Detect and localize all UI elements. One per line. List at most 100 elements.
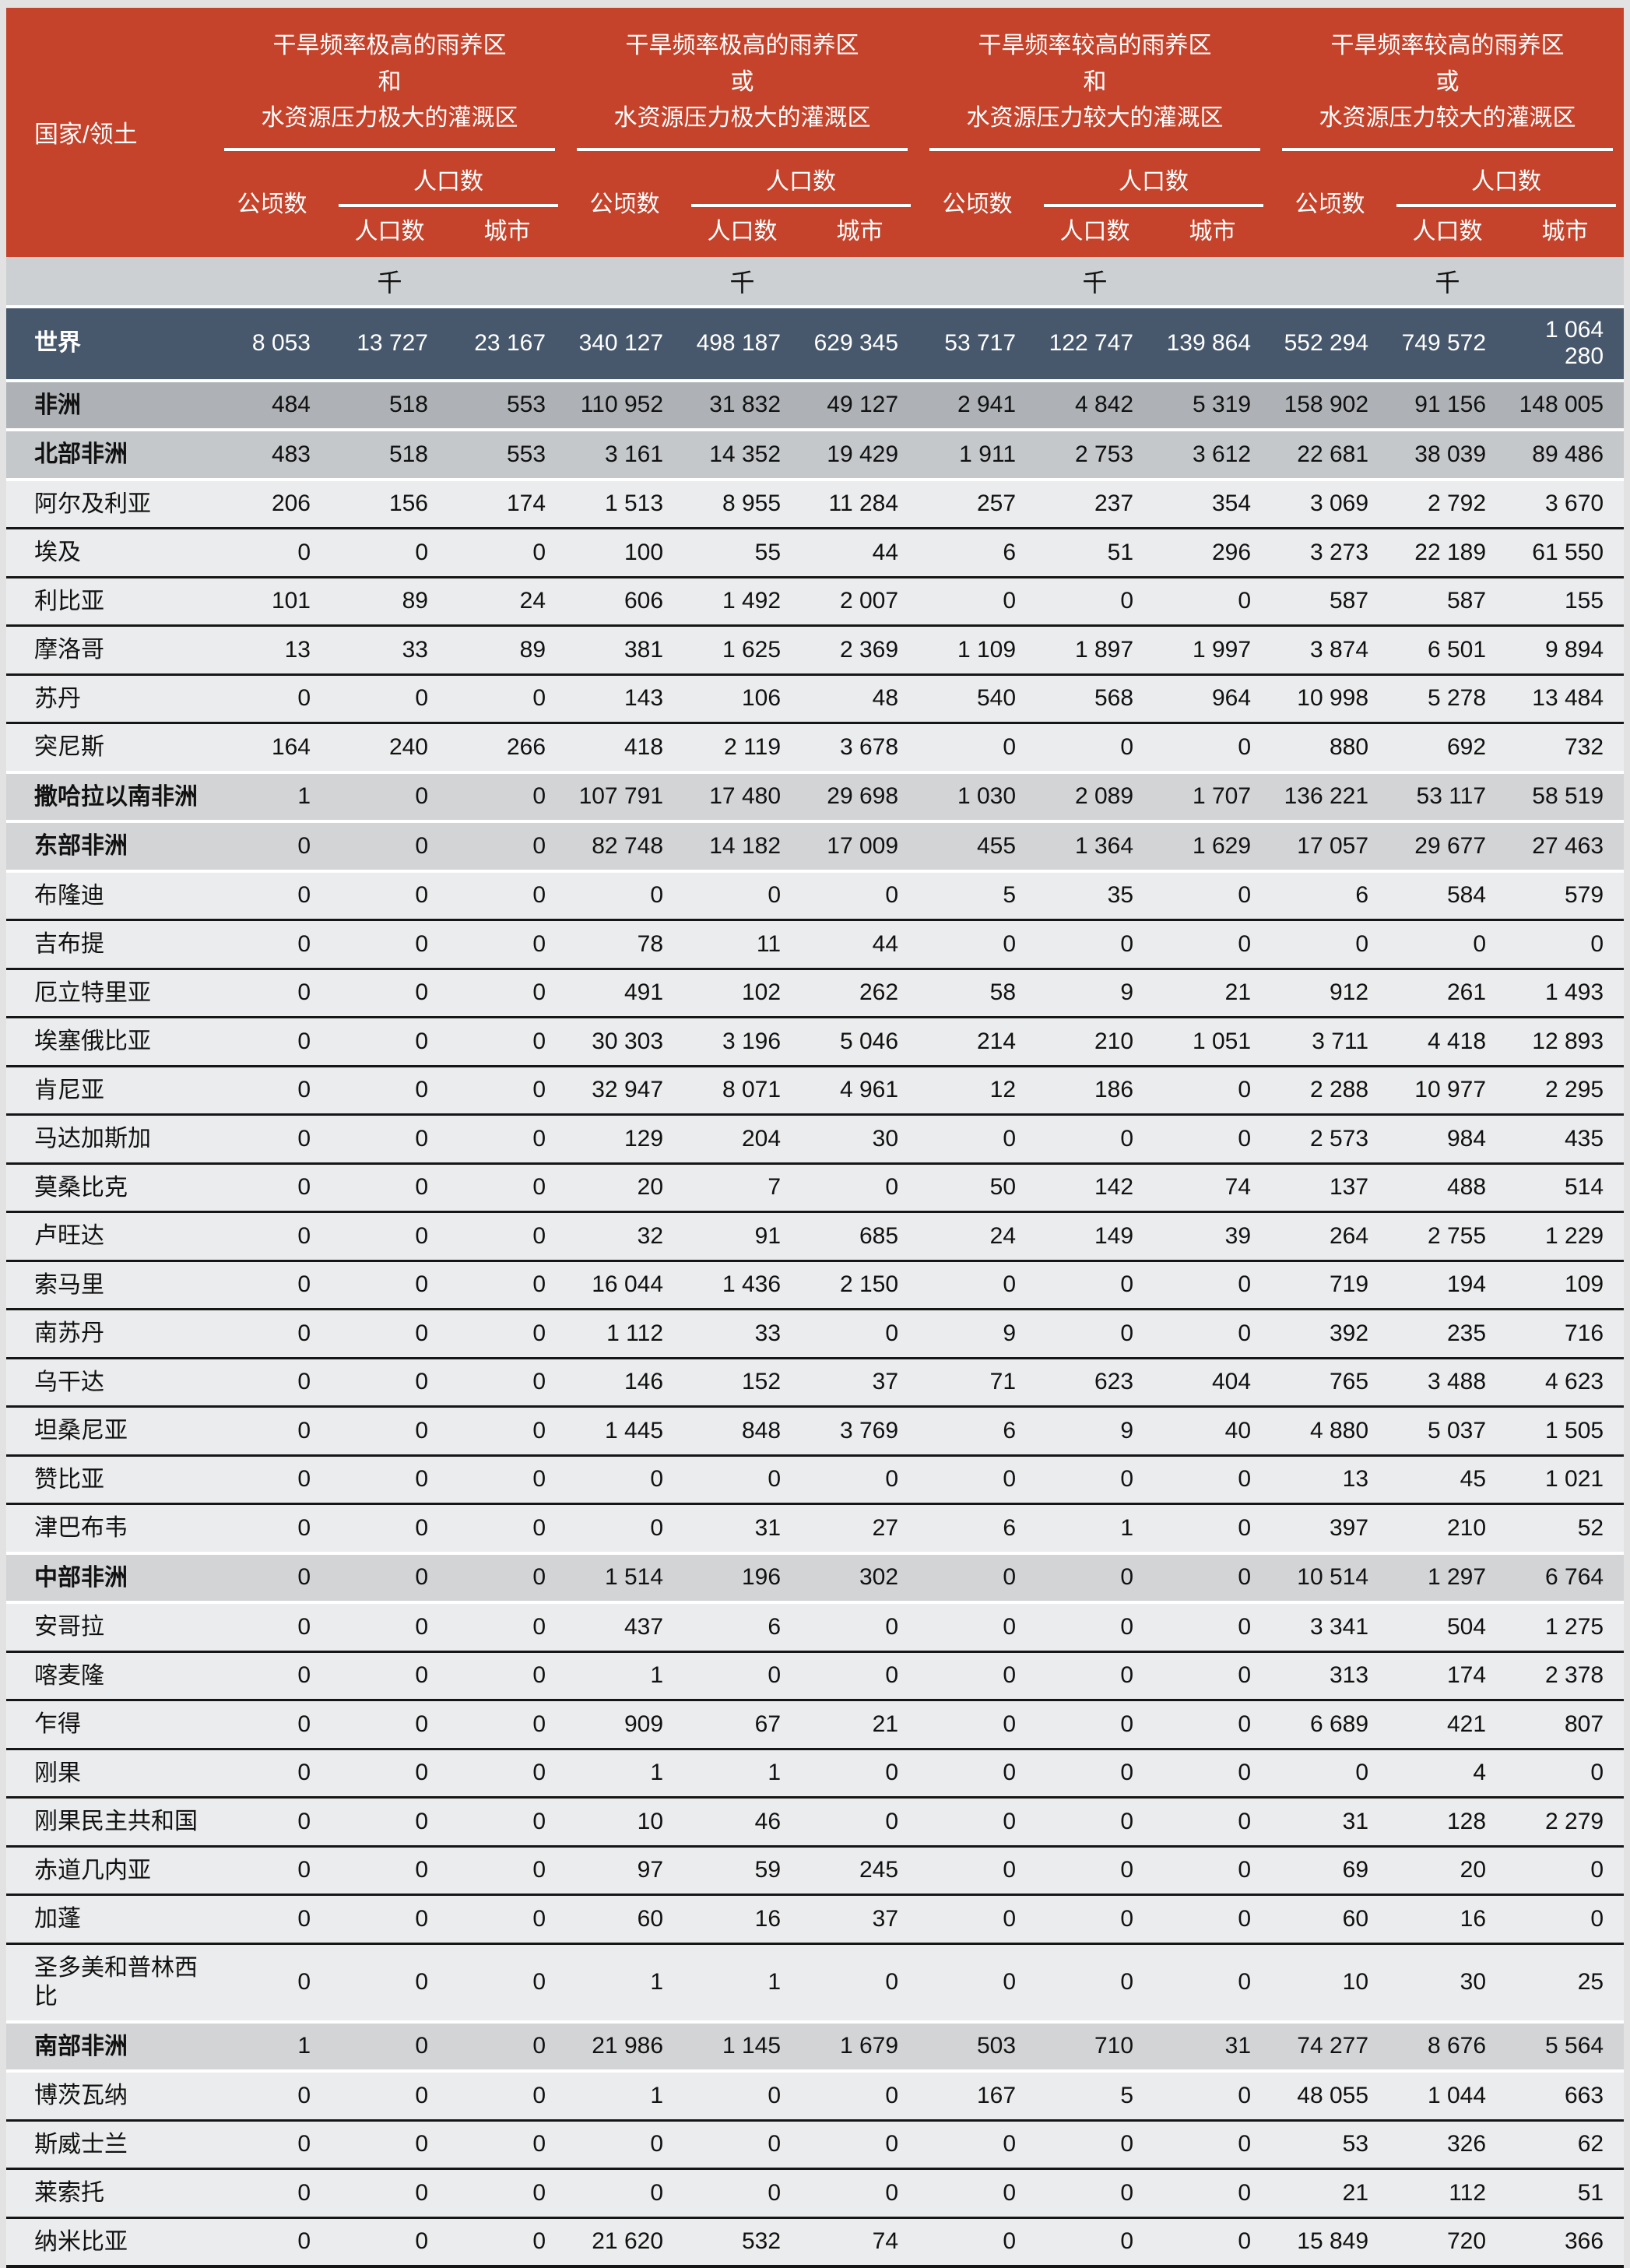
row-label: 布隆迪 <box>6 870 213 920</box>
value-cell: 5 <box>919 870 1037 920</box>
unit-label: 千 <box>683 256 802 308</box>
value-cell: 53 717 <box>919 306 1037 382</box>
table-row: 撒哈拉以南非洲 1 0 0 107 791 17 480 29 698 1 030 2 089 1… <box>6 770 1625 823</box>
value-cell: 48 <box>801 673 919 723</box>
value-cell: 0 <box>683 870 802 920</box>
value-cell: 0 <box>331 1162 448 1212</box>
unit-label: 千 <box>331 256 448 308</box>
value-cell: 692 <box>1389 722 1507 772</box>
unit-row: 千 千 千 千 <box>6 256 1625 308</box>
value-cell: 3 670 <box>1506 479 1625 529</box>
unit-label: 千 <box>1036 256 1154 308</box>
value-cell: 146 <box>566 1356 684 1407</box>
table-row: 利比亚 101 89 24 606 1 492 2 007 0 0 0 587 587 155 <box>6 575 1625 626</box>
value-cell: 0 <box>331 1356 448 1407</box>
value-cell: 1 997 <box>1154 624 1272 674</box>
value-cell: 4 961 <box>801 1064 919 1115</box>
value-cell: 2 089 <box>1036 770 1154 823</box>
value-cell: 0 <box>1036 1602 1154 1651</box>
value-cell: 3 612 <box>1154 430 1272 481</box>
value-cell: 4 <box>1389 1747 1507 1798</box>
value-cell: 0 <box>331 1064 448 1115</box>
value-cell: 89 486 <box>1506 430 1625 481</box>
table-row: 刚果 0 0 0 1 1 0 0 0 0 0 4 0 <box>6 1747 1625 1798</box>
value-cell: 107 791 <box>566 770 684 823</box>
value-cell: 3 769 <box>801 1405 919 1455</box>
value-cell: 110 952 <box>566 380 684 431</box>
table-row: 北部非洲 483 518 553 3 161 14 352 19 429 1 911 2 753… <box>6 430 1625 481</box>
value-cell: 4 623 <box>1506 1356 1625 1407</box>
column-group-3-header: 干旱频率较高的雨养区 和 水资源压力较大的灌溉区 <box>919 8 1272 151</box>
subheader-hectares: 公顷数 <box>1271 150 1389 257</box>
value-cell: 0 <box>919 1747 1037 1798</box>
value-cell: 19 429 <box>801 430 919 481</box>
value-cell: 5 046 <box>801 1016 919 1066</box>
value-cell: 0 <box>331 2071 448 2120</box>
value-cell: 0 <box>213 2168 331 2217</box>
value-cell: 437 <box>566 1602 684 1651</box>
value-cell: 2 753 <box>1036 430 1154 481</box>
value-cell: 3 341 <box>1271 1602 1389 1651</box>
row-label: 吉布提 <box>6 919 213 969</box>
value-cell: 6 <box>683 1602 802 1651</box>
value-cell: 6 689 <box>1271 1699 1389 1749</box>
value-cell: 0 <box>566 2119 684 2169</box>
value-cell: 540 <box>919 673 1037 723</box>
value-cell: 354 <box>1154 479 1272 529</box>
value-cell: 1 <box>683 1942 802 2022</box>
value-cell: 39 <box>1154 1211 1272 1261</box>
subheader-population-sub: 人口数 <box>331 206 448 257</box>
value-cell: 1 109 <box>919 624 1037 674</box>
value-cell: 91 156 <box>1389 380 1507 431</box>
value-cell: 1 513 <box>566 479 684 529</box>
value-cell: 1 436 <box>683 1259 802 1310</box>
table-row: 埃塞俄比亚 0 0 0 30 303 3 196 5 046 214 210 1 051 3 711… <box>6 1016 1625 1066</box>
value-cell: 392 <box>1271 1308 1389 1358</box>
value-cell: 0 <box>213 527 331 577</box>
value-cell: 1 275 <box>1506 1602 1625 1651</box>
value-cell: 1 911 <box>919 430 1037 481</box>
row-label: 埃及 <box>6 527 213 577</box>
value-cell: 0 <box>801 2168 919 2217</box>
unit-label: 千 <box>1389 256 1507 308</box>
value-cell: 52 <box>1506 1503 1625 1553</box>
value-cell: 0 <box>331 1259 448 1310</box>
value-cell: 720 <box>1389 2216 1507 2266</box>
value-cell: 0 <box>331 1503 448 1553</box>
value-cell: 1 707 <box>1154 770 1272 823</box>
row-label: 北部非洲 <box>6 430 213 481</box>
value-cell: 0 <box>1154 2216 1272 2266</box>
value-cell: 532 <box>683 2216 802 2266</box>
value-cell: 0 <box>919 2168 1037 2217</box>
value-cell: 49 127 <box>801 380 919 431</box>
table-row: 赤道几内亚 0 0 0 97 59 245 0 0 0 69 20 0 <box>6 1844 1625 1895</box>
value-cell: 51 <box>1506 2168 1625 2217</box>
value-cell: 71 <box>919 1356 1037 1407</box>
value-cell: 553 <box>448 430 567 481</box>
value-cell: 0 <box>801 2071 919 2120</box>
value-cell: 0 <box>331 821 448 873</box>
value-cell: 0 <box>919 1454 1037 1504</box>
value-cell: 142 <box>1036 1162 1154 1212</box>
value-cell: 31 <box>1154 2020 1272 2073</box>
value-cell: 3 069 <box>1271 479 1389 529</box>
value-cell: 0 <box>919 722 1037 772</box>
subheader-population: 人口数 <box>331 150 567 207</box>
value-cell: 0 <box>213 919 331 969</box>
value-cell: 29 677 <box>1389 821 1507 873</box>
value-cell: 53 117 <box>1389 770 1507 823</box>
value-cell: 30 <box>801 1113 919 1163</box>
value-cell: 10 977 <box>1389 1064 1507 1115</box>
value-cell: 0 <box>1154 1503 1272 1553</box>
value-cell: 629 345 <box>801 306 919 382</box>
row-label: 安哥拉 <box>6 1602 213 1651</box>
value-cell: 74 277 <box>1271 2020 1389 2073</box>
row-label: 乍得 <box>6 1699 213 1749</box>
value-cell: 326 <box>1389 2119 1507 2169</box>
value-cell: 174 <box>448 479 567 529</box>
value-cell: 2 369 <box>801 624 919 674</box>
value-cell: 0 <box>919 1894 1037 1943</box>
value-cell: 0 <box>448 2168 567 2217</box>
value-cell: 0 <box>448 1747 567 1798</box>
value-cell: 0 <box>331 1016 448 1066</box>
